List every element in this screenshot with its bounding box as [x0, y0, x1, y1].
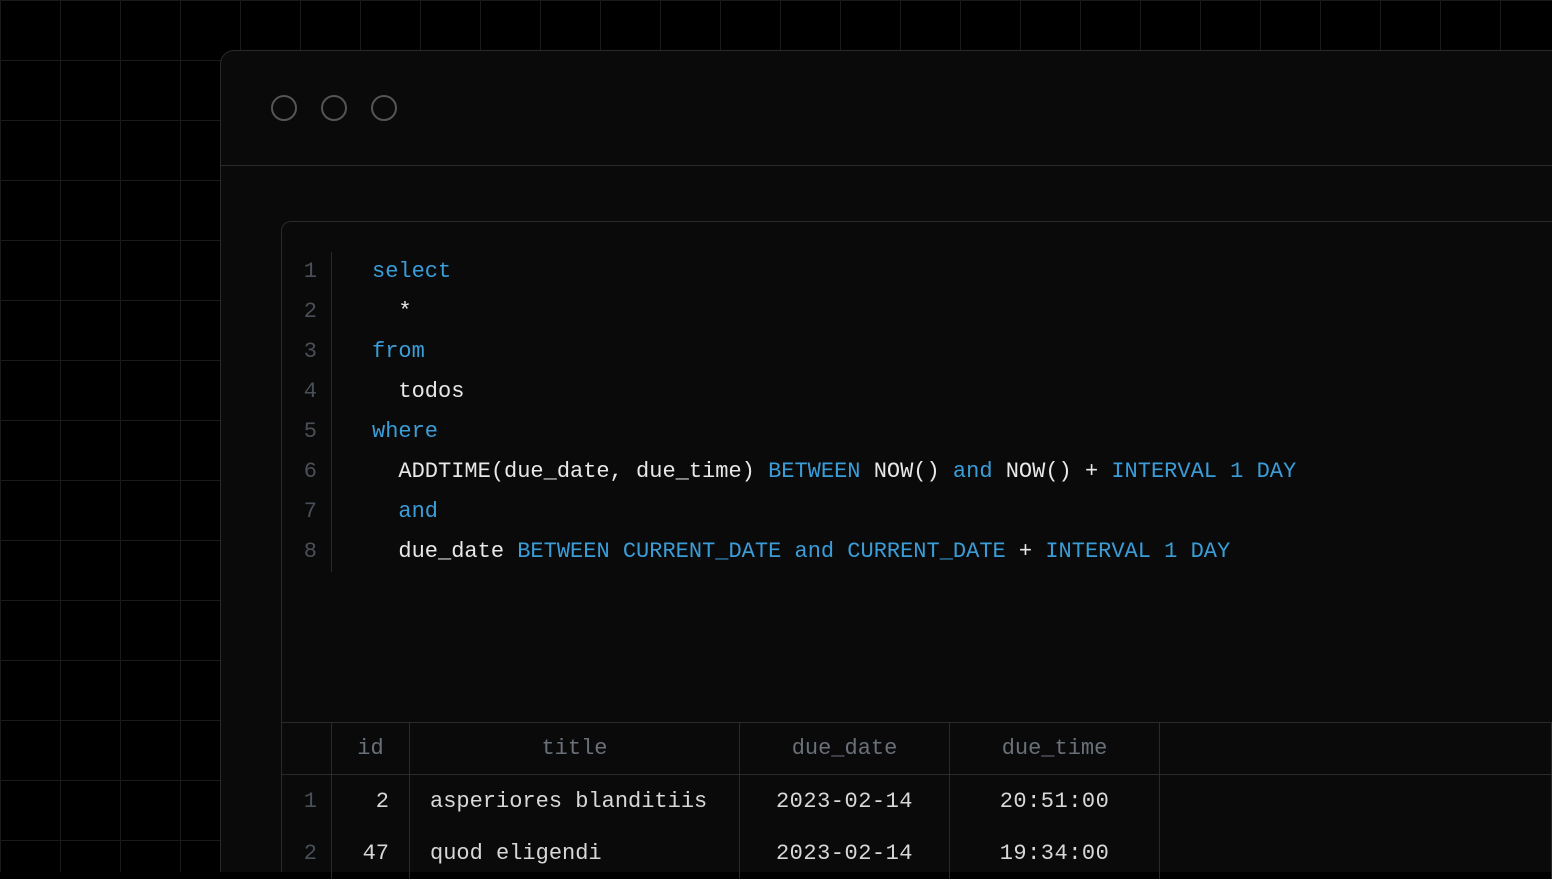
column-header-title[interactable]: title: [410, 723, 740, 775]
query-results-panel: id title due_date due_time 1 2 asperiore…: [282, 722, 1552, 872]
window-titlebar: [221, 51, 1552, 166]
line-number: 7: [282, 492, 317, 532]
results-header-row: id title due_date due_time: [282, 723, 1552, 775]
cell-id: 2: [332, 775, 410, 827]
line-number: 1: [282, 252, 317, 292]
results-rownum-header: [282, 723, 332, 775]
line-number: 5: [282, 412, 317, 452]
cell-due-time: 19:34:00: [950, 827, 1160, 879]
code-line: due_date BETWEEN CURRENT_DATE and CURREN…: [372, 532, 1296, 572]
cell-spacer: [1160, 827, 1552, 879]
cell-title: quod eligendi: [410, 827, 740, 879]
column-header-id[interactable]: id: [332, 723, 410, 775]
line-number: 3: [282, 332, 317, 372]
code-content[interactable]: select *from todoswhere ADDTIME(due_date…: [332, 252, 1296, 572]
cell-due-date: 2023-02-14: [740, 775, 950, 827]
code-line: and: [372, 492, 1296, 532]
column-header-due-time[interactable]: due_time: [950, 723, 1160, 775]
line-number: 2: [282, 292, 317, 332]
table-row[interactable]: 1 2 asperiores blanditiis 2023-02-14 20:…: [282, 775, 1552, 827]
code-line: select: [372, 252, 1296, 292]
close-window-button[interactable]: [271, 95, 297, 121]
column-header-spacer: [1160, 723, 1552, 775]
editor-window: 12345678 select *from todoswhere ADDTIME…: [220, 50, 1552, 872]
code-line: *: [372, 292, 1296, 332]
code-area[interactable]: 12345678 select *from todoswhere ADDTIME…: [282, 222, 1552, 572]
cell-id: 47: [332, 827, 410, 879]
cell-spacer: [1160, 775, 1552, 827]
line-number: 6: [282, 452, 317, 492]
code-line: todos: [372, 372, 1296, 412]
line-number: 8: [282, 532, 317, 572]
cell-due-date: 2023-02-14: [740, 827, 950, 879]
cell-title: asperiores blanditiis: [410, 775, 740, 827]
cell-due-time: 20:51:00: [950, 775, 1160, 827]
line-number: 4: [282, 372, 317, 412]
editor-panel: 12345678 select *from todoswhere ADDTIME…: [281, 221, 1552, 872]
maximize-window-button[interactable]: [371, 95, 397, 121]
line-number-gutter: 12345678: [282, 252, 332, 572]
row-number: 1: [282, 775, 332, 827]
code-line: where: [372, 412, 1296, 452]
code-line: ADDTIME(due_date, due_time) BETWEEN NOW(…: [372, 452, 1296, 492]
minimize-window-button[interactable]: [321, 95, 347, 121]
column-header-due-date[interactable]: due_date: [740, 723, 950, 775]
row-number: 2: [282, 827, 332, 879]
results-table: id title due_date due_time 1 2 asperiore…: [282, 723, 1552, 879]
code-line: from: [372, 332, 1296, 372]
table-row[interactable]: 2 47 quod eligendi 2023-02-14 19:34:00: [282, 827, 1552, 879]
